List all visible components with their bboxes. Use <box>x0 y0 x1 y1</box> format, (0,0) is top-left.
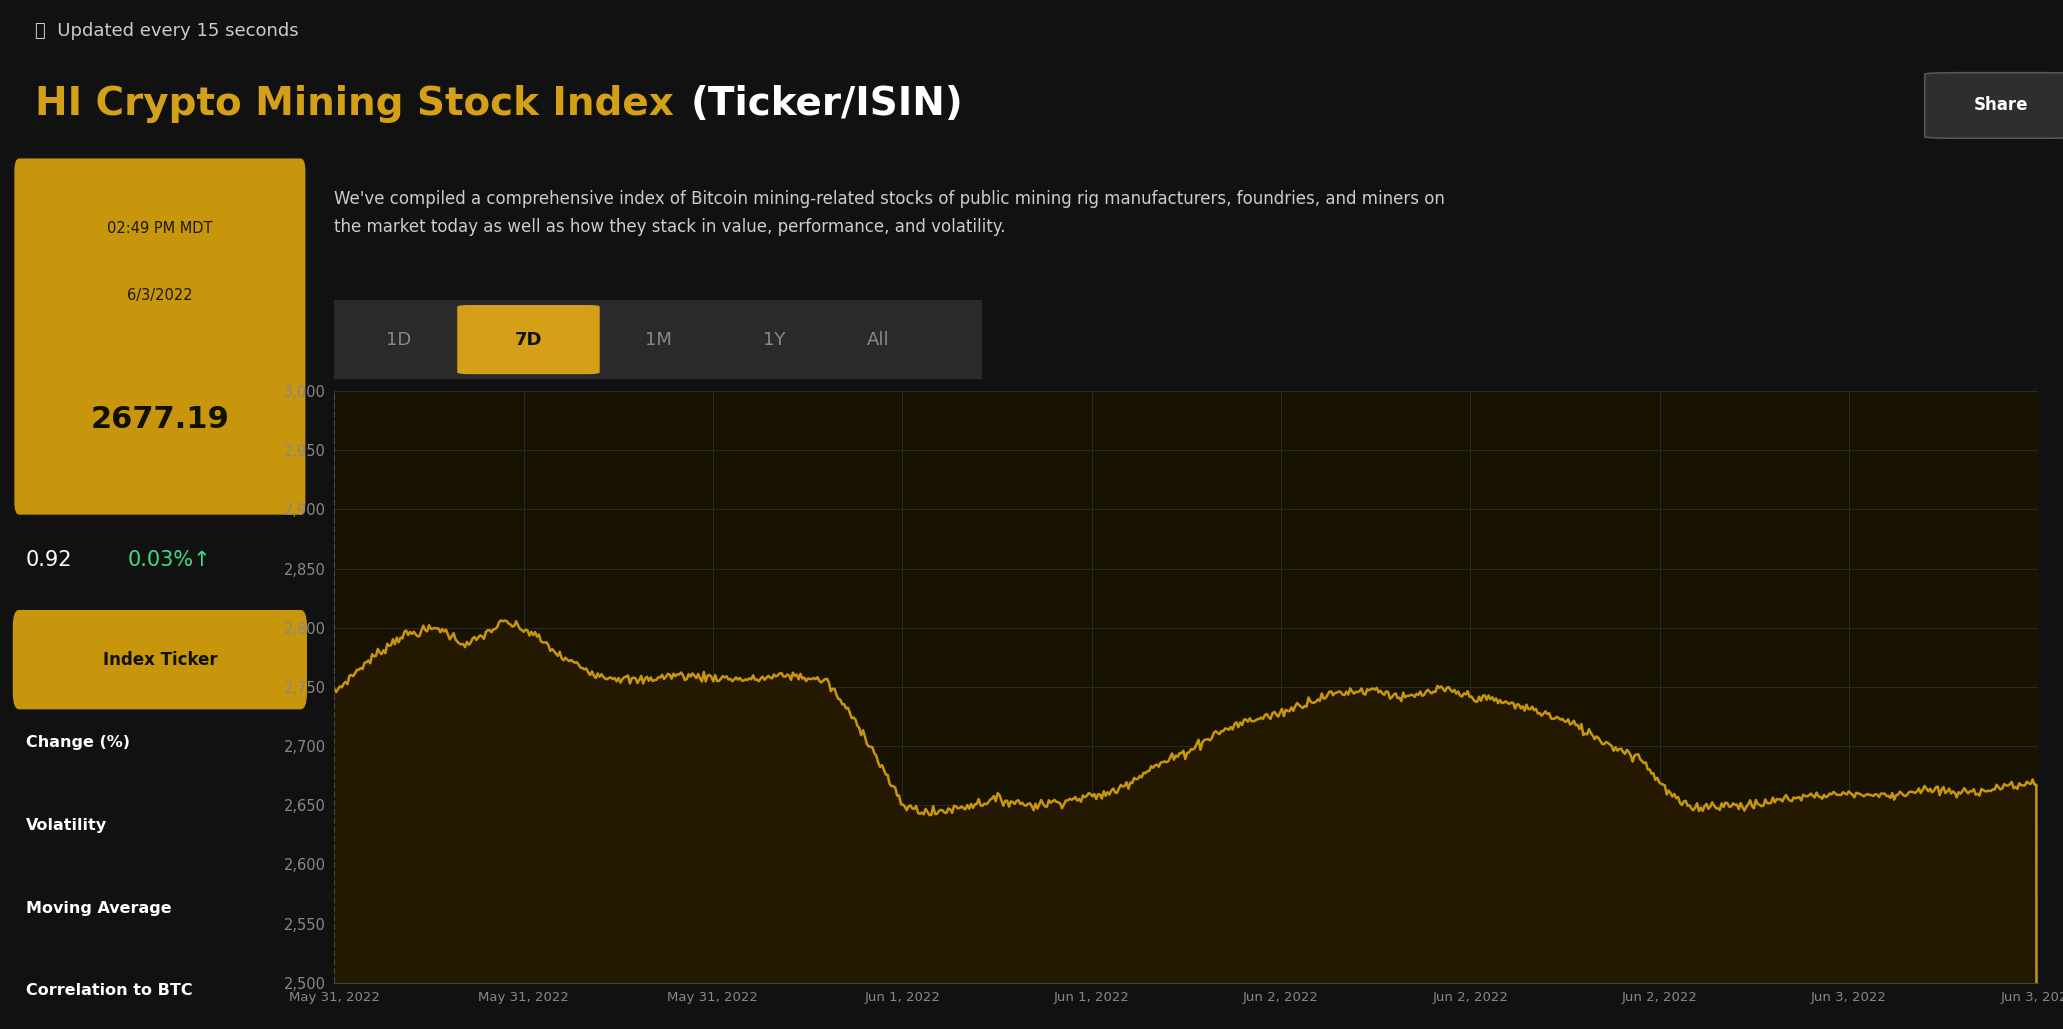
FancyBboxPatch shape <box>14 158 305 514</box>
Text: 1Y: 1Y <box>763 330 786 349</box>
Text: 1M: 1M <box>644 330 670 349</box>
Text: 1D: 1D <box>386 330 413 349</box>
Text: HI Crypto Mining Stock Index: HI Crypto Mining Stock Index <box>35 84 687 122</box>
Text: Correlation to BTC: Correlation to BTC <box>25 984 192 998</box>
FancyBboxPatch shape <box>1925 73 2063 138</box>
Text: Share: Share <box>1974 97 2028 114</box>
FancyBboxPatch shape <box>316 300 1001 379</box>
Text: 6/3/2022: 6/3/2022 <box>128 288 192 303</box>
Text: Index Ticker: Index Ticker <box>103 650 217 669</box>
FancyBboxPatch shape <box>458 305 600 375</box>
Text: Moving Average: Moving Average <box>25 900 171 916</box>
Text: 0.03%↑: 0.03%↑ <box>128 551 212 570</box>
Text: 🕐  Updated every 15 seconds: 🕐 Updated every 15 seconds <box>35 23 299 40</box>
Text: 2677.19: 2677.19 <box>91 405 229 434</box>
Text: 0.92: 0.92 <box>25 551 72 570</box>
Text: 02:49 PM MDT: 02:49 PM MDT <box>107 221 212 237</box>
Text: (Ticker/ISIN): (Ticker/ISIN) <box>691 84 963 122</box>
Text: Volatility: Volatility <box>25 818 107 832</box>
FancyBboxPatch shape <box>12 610 307 709</box>
Text: We've compiled a comprehensive index of Bitcoin mining-related stocks of public : We've compiled a comprehensive index of … <box>334 190 1444 237</box>
Text: Change (%): Change (%) <box>25 735 130 750</box>
Text: 7D: 7D <box>514 330 543 349</box>
Text: All: All <box>866 330 889 349</box>
